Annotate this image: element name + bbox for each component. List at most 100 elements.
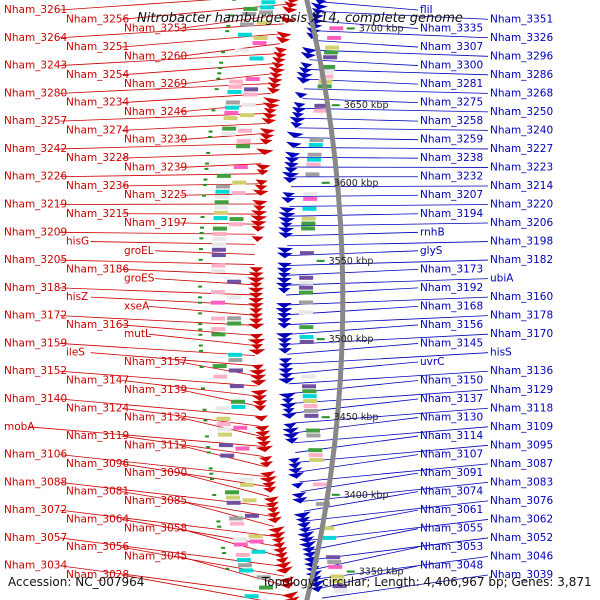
left-gene-label[interactable]: ileS [66, 347, 85, 359]
right-gene-label[interactable]: Nham_3160 [490, 291, 553, 303]
left-gene-label[interactable]: Nham_3242 [4, 143, 67, 155]
left-gene-label[interactable]: groEL [124, 245, 154, 257]
right-gene-label[interactable]: Nham_3156 [420, 319, 483, 331]
left-gene-label[interactable]: Nham_3183 [4, 282, 67, 294]
right-gene-label[interactable]: Nham_3232 [420, 171, 483, 183]
left-gene-label[interactable]: Nham_3256 [66, 13, 129, 25]
left-gene-label[interactable]: Nham_3261 [4, 4, 67, 16]
left-gene-label[interactable]: Nham_3119 [66, 430, 129, 442]
right-gene-label[interactable]: Nham_3335 [420, 23, 483, 35]
left-gene-label[interactable]: Nham_3215 [66, 208, 129, 220]
left-gene-label[interactable]: Nham_3081 [66, 486, 129, 498]
left-gene-label[interactable]: Nham_3090 [124, 467, 187, 479]
right-gene-label[interactable]: Nham_3055 [420, 523, 483, 535]
right-gene-label[interactable]: Nham_3091 [420, 467, 483, 479]
right-gene-label[interactable]: Nham_3214 [490, 180, 553, 192]
left-gene-label[interactable]: mobA [4, 421, 35, 433]
left-gene-label[interactable]: Nham_3253 [124, 23, 187, 35]
left-gene-label[interactable]: Nham_3072 [4, 504, 67, 516]
right-gene-label[interactable]: glyS [420, 245, 443, 257]
left-gene-label[interactable]: Nham_3239 [124, 161, 187, 173]
right-gene-label[interactable]: Nham_3227 [490, 143, 553, 155]
right-gene-label[interactable]: Nham_3258 [420, 115, 483, 127]
right-gene-label[interactable]: Nham_3238 [420, 152, 483, 164]
left-gene-label[interactable]: Nham_3112 [124, 439, 187, 451]
right-gene-label[interactable]: Nham_3039 [490, 569, 553, 581]
left-gene-label[interactable]: Nham_3159 [4, 337, 67, 349]
left-gene-label[interactable]: Nham_3197 [124, 217, 187, 229]
right-gene-label[interactable]: Nham_3259 [420, 134, 483, 146]
left-gene-label[interactable]: Nham_3226 [4, 171, 67, 183]
left-gene-label[interactable]: Nham_3140 [4, 393, 67, 405]
left-gene-label[interactable]: Nham_3186 [66, 263, 129, 275]
right-gene-label[interactable]: uvrC [420, 356, 445, 368]
right-gene-label[interactable]: Nham_3296 [490, 50, 553, 62]
right-gene-label[interactable]: Nham_3198 [490, 236, 553, 248]
left-gene-label[interactable]: Nham_3225 [124, 189, 187, 201]
right-gene-label[interactable]: Nham_3061 [420, 504, 483, 516]
right-gene-label[interactable]: Nham_3107 [420, 449, 483, 461]
right-gene-label[interactable]: Nham_3130 [420, 412, 483, 424]
right-gene-label[interactable]: Nham_3250 [490, 106, 553, 118]
left-gene-label[interactable]: Nham_3230 [124, 134, 187, 146]
right-gene-label[interactable]: Nham_3052 [490, 532, 553, 544]
right-gene-label[interactable]: Nham_3173 [420, 263, 483, 275]
right-gene-label[interactable]: Nham_3192 [420, 282, 483, 294]
right-gene-label[interactable]: Nham_3268 [490, 87, 553, 99]
left-gene-label[interactable]: hisG [66, 236, 89, 248]
right-gene-label[interactable]: Nham_3326 [490, 32, 553, 44]
left-gene-label[interactable]: groES [124, 273, 155, 285]
left-gene-label[interactable]: Nham_3274 [66, 124, 129, 136]
left-gene-label[interactable]: Nham_3163 [66, 319, 129, 331]
left-gene-label[interactable]: Nham_3264 [4, 32, 67, 44]
left-gene-label[interactable]: Nham_3260 [124, 50, 187, 62]
right-gene-label[interactable]: hisS [490, 347, 512, 359]
right-gene-label[interactable]: Nham_3087 [490, 458, 553, 470]
left-gene-label[interactable]: Nham_3106 [4, 449, 67, 461]
right-gene-label[interactable]: Nham_3351 [490, 13, 553, 25]
right-gene-label[interactable]: Nham_3114 [420, 430, 483, 442]
left-gene-label[interactable]: Nham_3205 [4, 254, 67, 266]
left-gene-label[interactable]: Nham_3280 [4, 87, 67, 99]
right-gene-label[interactable]: Nham_3207 [420, 189, 483, 201]
right-gene-label[interactable]: Nham_3048 [420, 560, 483, 572]
left-gene-label[interactable]: Nham_3058 [124, 523, 187, 535]
left-gene-label[interactable]: mutL [124, 328, 151, 340]
right-gene-label[interactable]: Nham_3137 [420, 393, 483, 405]
left-gene-label[interactable]: Nham_3124 [66, 402, 129, 414]
right-gene-label[interactable]: Nham_3178 [490, 310, 553, 322]
right-gene-label[interactable]: Nham_3118 [490, 402, 553, 414]
right-gene-label[interactable]: Nham_3136 [490, 365, 553, 377]
left-gene-label[interactable]: Nham_3057 [4, 532, 67, 544]
left-gene-label[interactable]: Nham_3254 [66, 69, 129, 81]
right-gene-label[interactable]: Nham_3150 [420, 374, 483, 386]
right-gene-label[interactable]: Nham_3182 [490, 254, 553, 266]
left-gene-label[interactable]: Nham_3147 [66, 374, 129, 386]
left-gene-label[interactable]: xseA [124, 300, 150, 312]
left-gene-label[interactable]: Nham_3085 [124, 495, 187, 507]
left-gene-label[interactable]: Nham_3234 [66, 97, 129, 109]
left-gene-label[interactable]: Nham_3056 [66, 541, 129, 553]
left-gene-label[interactable]: Nham_3132 [124, 412, 187, 424]
right-gene-label[interactable]: Nham_3206 [490, 217, 553, 229]
left-gene-label[interactable]: Nham_3257 [4, 115, 67, 127]
right-gene-label[interactable]: Nham_3220 [490, 199, 553, 211]
right-gene-label[interactable]: Nham_3109 [490, 421, 553, 433]
right-gene-label[interactable]: Nham_3240 [490, 124, 553, 136]
left-gene-label[interactable]: hisZ [66, 291, 88, 303]
left-gene-label[interactable]: Nham_3034 [4, 560, 67, 572]
left-gene-label[interactable]: Nham_3088 [4, 476, 67, 488]
left-gene-label[interactable]: Nham_3064 [66, 513, 129, 525]
left-gene-label[interactable]: Nham_3209 [4, 226, 67, 238]
left-gene-label[interactable]: Nham_3045 [124, 550, 187, 562]
left-gene-label[interactable]: Nham_3172 [4, 310, 67, 322]
left-gene-label[interactable]: Nham_3236 [66, 180, 129, 192]
left-gene-label[interactable]: Nham_3219 [4, 199, 67, 211]
right-gene-label[interactable]: Nham_3275 [420, 97, 483, 109]
right-gene-label[interactable]: Nham_3083 [490, 476, 553, 488]
left-gene-label[interactable]: Nham_3246 [124, 106, 187, 118]
left-gene-label[interactable]: Nham_3028 [66, 569, 129, 581]
right-gene-label[interactable]: Nham_3194 [420, 208, 483, 220]
right-gene-label[interactable]: Nham_3046 [490, 550, 553, 562]
left-gene-label[interactable]: Nham_3251 [66, 41, 129, 53]
